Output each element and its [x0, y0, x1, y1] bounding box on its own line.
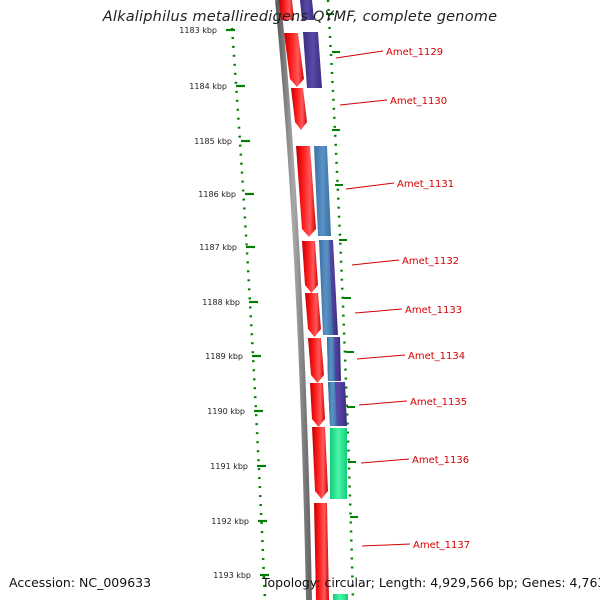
accession-text: Accession: NC_009633 [9, 575, 152, 590]
cds-arrow [305, 293, 321, 337]
ruler-tick-label: 1186 kbp [198, 190, 236, 199]
ruler-inner-dotted-line [230, 27, 267, 600]
ruler-tick-label: 1192 kbp [211, 517, 249, 526]
orf-block-green [333, 594, 348, 600]
cds-arrow [279, 0, 294, 20]
gene-leader-line [354, 308, 403, 314]
cds-arrow [296, 146, 316, 237]
cds-arrow [310, 383, 325, 427]
gene-label[interactable]: Amet_1132 [402, 256, 459, 267]
ruler-tick-label: 1184 kbp [189, 82, 227, 91]
orf-block-purple [300, 0, 314, 20]
gene-leader-line [358, 400, 408, 406]
gene-leader-line [335, 50, 384, 59]
ruler-tick-label: 1189 kbp [205, 352, 243, 361]
ruler-tick-label: 1187 kbp [199, 243, 237, 252]
orf-block-blue [327, 337, 335, 381]
gene-leader-line [361, 543, 411, 547]
gene-label[interactable]: Amet_1136 [412, 455, 469, 466]
gene-label[interactable]: Amet_1130 [390, 96, 447, 107]
orf-block-blue [319, 240, 333, 335]
ruler-tick-label: 1193 kbp [213, 571, 251, 580]
gene-leader-line [360, 458, 410, 464]
cds-arrow [308, 338, 324, 383]
cds-arrow [291, 88, 307, 130]
ruler-tick-label: 1191 kbp [210, 462, 248, 471]
gene-label[interactable]: Amet_1131 [397, 179, 454, 190]
cds-arrow [314, 503, 329, 600]
ruler-tick-label: 1185 kbp [194, 137, 232, 146]
gene-label[interactable]: Amet_1129 [386, 47, 443, 58]
gene-label[interactable]: Amet_1137 [413, 540, 470, 551]
cds-arrow [284, 33, 304, 87]
gene-label[interactable]: Amet_1135 [410, 397, 467, 408]
gene-label[interactable]: Amet_1134 [408, 351, 465, 362]
ruler-tick-label: 1183 kbp [179, 26, 217, 35]
gene-leader-line [356, 354, 406, 360]
orf-block-purple [303, 32, 322, 88]
orf-block-green [330, 428, 347, 499]
gene-leader-line [345, 182, 395, 190]
orf-block-blue [328, 382, 337, 426]
ruler-tick-label: 1188 kbp [202, 298, 240, 307]
orf-block-blue [314, 146, 331, 236]
gene-label[interactable]: Amet_1133 [405, 305, 462, 316]
gene-leader-line [351, 259, 400, 266]
cds-arrow [302, 241, 318, 293]
gene-leader-line [339, 99, 388, 106]
map-title: Alkaliphilus metalliredigens QYMF, compl… [102, 9, 498, 25]
genome-backbone [275, 0, 312, 600]
ruler-tick-label: 1190 kbp [207, 407, 245, 416]
cds-arrow [312, 427, 328, 499]
topology-text: Topology: circular; Length: 4,929,566 bp… [262, 575, 600, 590]
